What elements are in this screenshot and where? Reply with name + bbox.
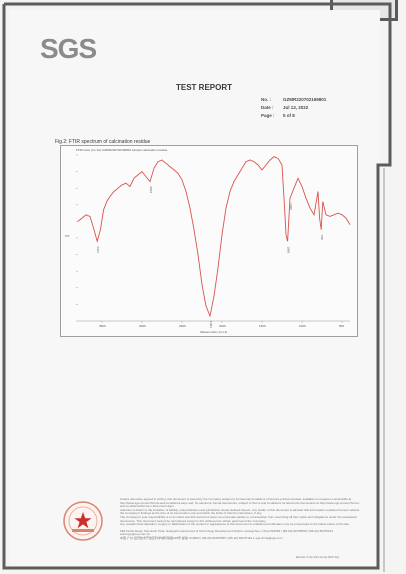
peak-label: 1384 <box>209 321 213 328</box>
spectrum-line <box>77 156 351 318</box>
ftir-chart: FTIR trace (Cu Kα) GZMR220702169801 samp… <box>60 145 358 337</box>
x-tick-label: 2000 <box>219 324 226 328</box>
footer-line: The Company's sole responsibility is to … <box>120 514 358 523</box>
footer-line: Attention is drawn to the limitation of … <box>120 507 360 516</box>
sgs-logo: SGS <box>40 33 97 64</box>
peak-label: 1030 <box>289 203 293 210</box>
x-tick-label: 3000 <box>139 324 146 328</box>
report-title: TEST REPORT <box>176 83 233 92</box>
x-axis-label: Wavenumber (cm-1) <box>200 330 227 334</box>
meta-value: GZMR220702169801 <box>283 97 327 102</box>
sgs-seal-stamp <box>63 501 103 541</box>
meta-key: Page : <box>261 113 275 118</box>
meta-page: Page : 5 of 8 <box>261 113 295 118</box>
footer-address: 198 Kezhu Road, Scientech Park, Guangzho… <box>120 528 333 537</box>
x-tick-label: 1000 <box>299 324 306 328</box>
footer-line: Any unauthorized alteration, forgery or … <box>120 522 350 527</box>
meta-value: 5 of 8 <box>283 113 295 118</box>
x-tick-label: 2500 <box>179 324 186 328</box>
figure-caption: Fig.2: FTIR spectrum of calcination resi… <box>55 139 151 145</box>
footer-line: Unless otherwise agreed in writing, this… <box>120 497 360 509</box>
footer-member: Member of the SGS Group (SGS SA) <box>296 556 339 559</box>
peak-label: 2921 <box>149 187 153 194</box>
meta-date: Date : Jul 13, 2022 <box>261 105 308 110</box>
x-tick-label: 3500 <box>99 324 106 328</box>
meta-value: Jul 13, 2022 <box>283 105 309 110</box>
plot-inner-title: FTIR trace (Cu Kα) GZMR220702169801 samp… <box>76 148 168 152</box>
meta-key: Date : <box>261 105 274 110</box>
peak-label: 1089 <box>287 246 291 253</box>
footer-address-cn: 中国·广州·经济技术开发区科学城科珠路198号 邮编: 510663 t (86… <box>120 535 283 540</box>
peak-label: 798 <box>320 235 324 240</box>
meta-key: No. : <box>261 97 271 102</box>
x-tick-label: 500 <box>339 324 344 328</box>
plot-border <box>60 145 358 337</box>
y-axis-label: %T <box>65 234 70 238</box>
meta-report-no: No. : GZMR220702169801 <box>261 97 326 102</box>
footer-terms: Unless otherwise agreed in writing, this… <box>120 497 360 541</box>
peak-label: 3437 <box>96 246 100 253</box>
x-tick-label: 1500 <box>259 324 266 328</box>
